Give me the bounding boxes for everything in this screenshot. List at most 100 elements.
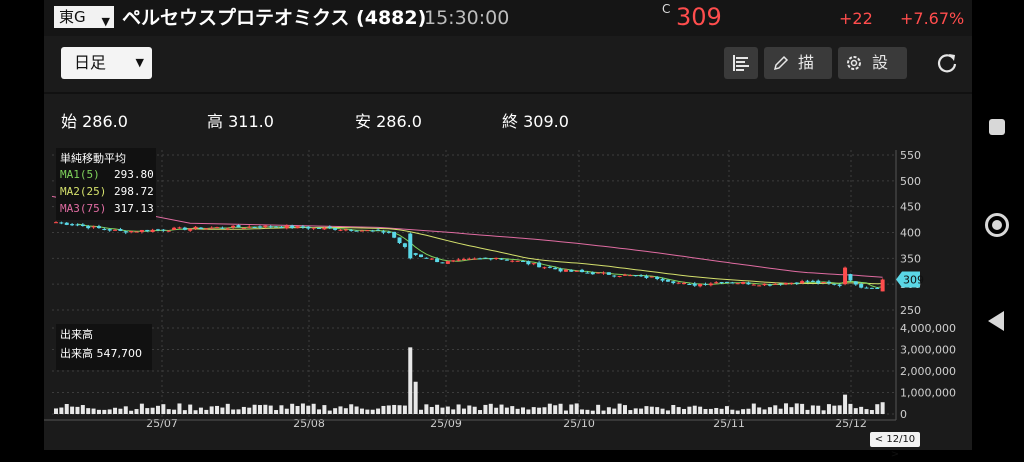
volume-bar	[80, 405, 85, 414]
candle-body	[257, 226, 262, 228]
candle-body	[123, 231, 128, 233]
volume-bar	[419, 409, 424, 414]
volume-bar	[848, 403, 853, 414]
volume-bar	[198, 407, 203, 414]
candle-body	[145, 229, 150, 232]
volume-bar	[429, 406, 434, 414]
candle-body	[198, 227, 203, 230]
market-select[interactable]: 東G ▼	[54, 6, 114, 28]
volume-bar	[789, 407, 794, 414]
volume-bar	[327, 410, 332, 414]
volume-bar	[225, 403, 230, 414]
volume-bar	[719, 408, 724, 414]
candle-body	[816, 280, 821, 284]
volume-bar	[499, 404, 504, 414]
recent-apps-icon[interactable]	[989, 119, 1005, 135]
candle-body	[821, 282, 826, 284]
volume-bar	[113, 407, 118, 414]
divider	[44, 92, 972, 94]
volume-bar	[665, 410, 670, 414]
volume-bar	[333, 408, 338, 414]
candle-body	[472, 258, 477, 260]
volume-axis-label: 0	[900, 408, 907, 421]
date-navigator[interactable]: < 12/10 >	[870, 432, 920, 460]
volume-bar	[118, 408, 123, 414]
volume-bar	[408, 347, 413, 414]
period-select-label: 日足	[74, 53, 107, 72]
volume-bar	[290, 403, 295, 414]
chart-axes: 5505004504003503002504,000,0003,000,0002…	[44, 149, 956, 430]
high-value-group: 高 311.0	[207, 108, 274, 132]
volume-bar	[59, 407, 64, 414]
draw-button[interactable]: 描画	[764, 47, 832, 79]
volume-bar	[816, 405, 821, 414]
volume-bar	[295, 405, 300, 414]
current-price: 309	[676, 3, 722, 31]
candle-body	[692, 283, 697, 286]
volume-bar	[456, 404, 461, 414]
volume-bar	[746, 408, 751, 414]
candle-body	[241, 227, 246, 229]
volume-bar	[660, 408, 665, 414]
volume-bar	[558, 403, 563, 414]
price-axis-label: 550	[900, 149, 921, 162]
candle-body	[381, 231, 386, 233]
candle-body	[354, 230, 359, 232]
top-bar: 東G ▼ ペルセウスプロテオミクス (4882) 15:30:00 C 309 …	[44, 0, 972, 36]
volume-bar	[123, 406, 128, 414]
price-chart[interactable]: 5505004504003503002504,000,0003,000,0002…	[44, 0, 972, 450]
ma1-value: 293.80	[114, 168, 154, 181]
candle-body	[139, 229, 144, 232]
volume-bar	[869, 410, 874, 414]
candle-body	[644, 275, 649, 278]
candle-body	[510, 260, 515, 262]
volume-bar	[730, 409, 735, 414]
volume-bar	[580, 409, 585, 414]
home-icon[interactable]	[985, 213, 1009, 237]
candle-body	[784, 282, 789, 285]
volume-bar	[585, 409, 590, 414]
volume-bar	[735, 410, 740, 414]
refresh-icon[interactable]	[936, 52, 958, 74]
candle-body	[188, 228, 193, 231]
candle-body	[236, 225, 241, 228]
candle-body	[655, 276, 660, 279]
volume-bar	[139, 403, 144, 414]
volume-legend-title: 出来高	[60, 328, 93, 341]
volume-label: 出来高	[60, 347, 93, 360]
back-icon[interactable]	[988, 311, 1004, 331]
price-change: +22	[839, 9, 873, 28]
volume-bar	[166, 409, 171, 414]
candle-body	[290, 225, 295, 228]
period-select[interactable]: 日足 ▼	[61, 47, 152, 79]
close-value: 309.0	[523, 112, 569, 131]
settings-button[interactable]: 設定	[838, 47, 907, 79]
candle-body	[215, 227, 220, 229]
volume-bar	[215, 405, 220, 414]
candle-body	[606, 272, 611, 275]
last-price-tag	[896, 271, 920, 288]
bars-align-icon	[733, 55, 749, 71]
price-axis-label: 250	[900, 304, 921, 317]
candle-body	[832, 283, 837, 285]
volume-bar	[231, 409, 236, 414]
x-axis-label: 25/08	[293, 417, 325, 430]
candle-body	[596, 272, 601, 274]
candle-body	[80, 224, 85, 227]
volume-bar	[832, 405, 837, 414]
volume-bar	[494, 407, 499, 414]
candle-body	[311, 227, 316, 229]
close-value-group: 終 309.0	[502, 108, 569, 132]
candle-body	[225, 228, 230, 230]
candle-body	[456, 259, 461, 261]
depth-view-button[interactable]	[724, 47, 758, 79]
candle-body	[499, 258, 504, 260]
candle-body	[155, 229, 160, 231]
candle-body	[295, 226, 300, 229]
candle-body	[537, 262, 542, 268]
volume-bar	[188, 404, 193, 414]
volume-bar	[687, 406, 692, 414]
volume-bar	[381, 405, 386, 414]
volume-bar	[633, 408, 638, 414]
settings-button-label: 設定	[872, 53, 895, 72]
